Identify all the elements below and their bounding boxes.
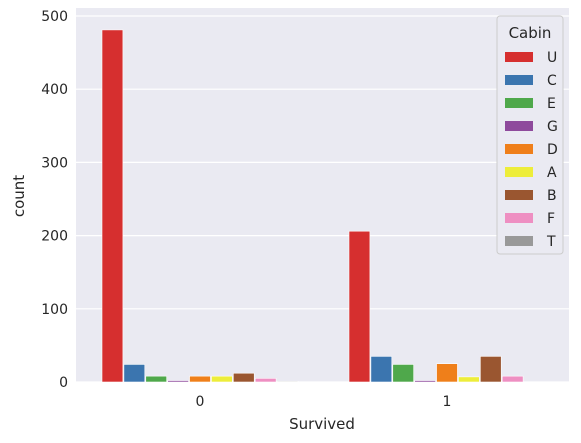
y-tick-label: 500 bbox=[41, 9, 68, 25]
bar-E-1 bbox=[392, 364, 414, 383]
bar-A-0 bbox=[211, 375, 233, 383]
bar-B-0 bbox=[233, 372, 255, 383]
legend-swatch-U bbox=[505, 52, 533, 62]
bar-E-0 bbox=[145, 375, 167, 383]
legend-label-U: U bbox=[547, 50, 557, 66]
bars bbox=[101, 29, 524, 383]
y-axis-label: count bbox=[10, 175, 28, 217]
legend-label-G: G bbox=[547, 119, 558, 135]
bar-U-0 bbox=[101, 29, 124, 383]
legend-label-F: F bbox=[547, 211, 555, 227]
bar-D-0 bbox=[189, 375, 211, 383]
plot-background bbox=[76, 8, 569, 382]
legend-swatch-A bbox=[505, 167, 533, 177]
x-tick-label: 1 bbox=[443, 394, 452, 410]
y-tick-labels: 0 100 200 300 400 500 bbox=[41, 9, 68, 391]
legend-label-D: D bbox=[547, 142, 558, 158]
bar-T-0 bbox=[276, 380, 299, 383]
bar-C-0 bbox=[123, 364, 146, 383]
bar-D-1 bbox=[436, 363, 458, 383]
legend-swatch-F bbox=[505, 213, 533, 223]
bar-A-1 bbox=[458, 376, 480, 383]
legend-label-A: A bbox=[547, 165, 557, 181]
legend-swatch-E bbox=[505, 98, 533, 108]
legend-label-B: B bbox=[547, 188, 557, 204]
legend-label-T: T bbox=[546, 234, 556, 250]
legend-swatch-G bbox=[505, 121, 533, 131]
bar-F-0 bbox=[254, 378, 277, 383]
bar-B-1 bbox=[480, 356, 502, 383]
legend-label-E: E bbox=[547, 96, 556, 112]
y-tick-label: 300 bbox=[41, 155, 68, 171]
legend-label-C: C bbox=[547, 73, 557, 89]
legend-title: Cabin bbox=[509, 24, 552, 42]
y-tick-label: 0 bbox=[59, 375, 68, 391]
legend-swatch-C bbox=[505, 75, 533, 85]
x-axis-label: Survived bbox=[289, 415, 355, 433]
bar-G-1 bbox=[414, 380, 436, 383]
y-tick-label: 400 bbox=[41, 82, 68, 98]
y-tick-label: 100 bbox=[41, 302, 68, 318]
bar-C-1 bbox=[370, 356, 393, 383]
bar-F-1 bbox=[501, 375, 524, 383]
legend-swatch-T bbox=[505, 236, 533, 246]
y-tick-label: 200 bbox=[41, 229, 68, 245]
bar-U-1 bbox=[348, 230, 371, 383]
legend-swatch-D bbox=[505, 144, 533, 154]
legend-swatch-B bbox=[505, 190, 533, 200]
bar-G-0 bbox=[167, 380, 189, 383]
x-tick-label: 0 bbox=[196, 394, 205, 410]
